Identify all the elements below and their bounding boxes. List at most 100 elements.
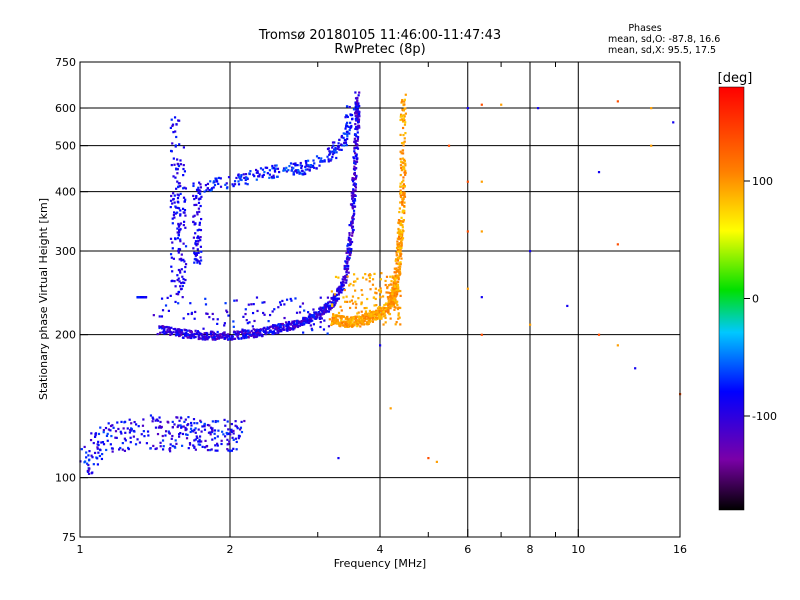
data-point (396, 283, 400, 286)
data-point (368, 315, 371, 318)
data-point (214, 420, 217, 424)
data-point (356, 105, 360, 109)
grid-lines (80, 62, 680, 537)
data-point (178, 231, 181, 234)
data-point (259, 328, 262, 331)
data-point (194, 329, 197, 332)
data-point (252, 328, 255, 331)
data-point (281, 299, 284, 303)
data-point (85, 451, 88, 454)
data-point (272, 330, 276, 333)
data-point (404, 112, 407, 115)
data-point (370, 313, 373, 316)
data-point (480, 103, 483, 106)
data-point (319, 306, 322, 309)
data-point (193, 428, 196, 432)
data-point (382, 310, 385, 313)
data-point (351, 232, 354, 235)
data-point (233, 183, 237, 186)
data-point (385, 306, 388, 310)
data-point (353, 137, 356, 140)
data-point (345, 130, 349, 133)
data-point (162, 445, 165, 448)
data-point (401, 199, 404, 202)
data-point (280, 323, 283, 326)
data-point (178, 433, 181, 436)
data-point (217, 334, 220, 337)
data-point (192, 184, 195, 188)
data-point (198, 440, 201, 443)
data-point (344, 141, 348, 144)
y-tick-label: 100 (55, 472, 76, 485)
data-point (235, 448, 238, 451)
data-point (200, 250, 203, 253)
data-point (402, 117, 405, 120)
data-point (175, 135, 178, 139)
data-point (343, 141, 346, 144)
data-point (164, 430, 168, 433)
data-point (348, 248, 351, 251)
data-point (324, 305, 327, 308)
data-point (209, 449, 212, 452)
data-point (313, 313, 316, 317)
data-point (365, 312, 368, 315)
data-point (237, 337, 240, 340)
data-point (215, 334, 218, 337)
data-point (177, 293, 180, 296)
data-point (121, 441, 124, 445)
data-point (318, 316, 321, 319)
data-point (246, 332, 249, 335)
data-point (145, 442, 149, 445)
data-point (223, 418, 226, 421)
data-point (168, 432, 171, 435)
data-point (398, 247, 401, 250)
data-point (373, 304, 376, 307)
data-point (345, 123, 348, 126)
data-point (97, 443, 100, 447)
data-point (268, 173, 272, 176)
data-point (360, 316, 363, 319)
data-point (183, 281, 186, 284)
data-point (332, 295, 335, 298)
data-point (277, 329, 281, 332)
data-point (271, 164, 274, 168)
data-point (351, 176, 354, 180)
data-point (399, 185, 402, 188)
data-point (435, 460, 438, 463)
data-point (390, 280, 393, 283)
data-point (86, 462, 89, 465)
data-point (372, 310, 375, 313)
data-point (390, 305, 393, 308)
data-point (397, 289, 400, 292)
data-point (234, 420, 237, 423)
data-point (314, 312, 318, 315)
data-point (179, 271, 182, 274)
data-point (226, 433, 229, 436)
data-point (372, 316, 375, 319)
data-point (376, 307, 380, 310)
data-point (209, 426, 213, 429)
data-point (171, 247, 174, 250)
data-point (177, 225, 181, 228)
data-point (650, 107, 653, 110)
data-point (173, 280, 176, 283)
data-point (204, 303, 208, 306)
data-point (173, 163, 176, 166)
data-point (101, 441, 105, 444)
data-point (303, 171, 306, 174)
data-point (227, 428, 230, 431)
data-point (390, 289, 393, 292)
data-point (99, 426, 102, 429)
data-point (311, 319, 314, 322)
data-point (172, 257, 175, 260)
data-point (194, 335, 197, 339)
data-point (500, 103, 503, 106)
data-point (203, 190, 206, 193)
data-point (345, 295, 348, 298)
data-point (236, 427, 239, 430)
data-point (206, 187, 209, 190)
data-point (173, 423, 176, 426)
data-point (310, 327, 313, 330)
data-point (206, 333, 209, 337)
data-point (276, 324, 279, 327)
